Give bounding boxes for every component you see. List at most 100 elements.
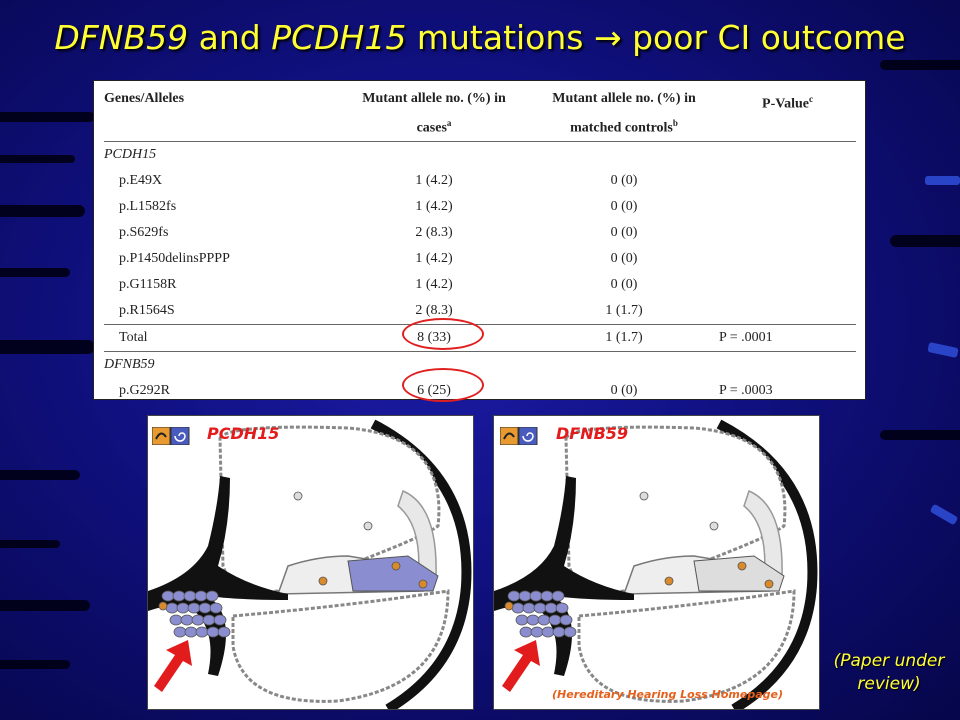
ganglion-cell: [198, 602, 212, 614]
pvalue-cell: [719, 298, 856, 325]
ganglion-cell: [515, 614, 529, 626]
structure-marker: [664, 576, 674, 586]
table-row: p.L1582fs 1 (4.2) 0 (0): [104, 194, 856, 220]
title-gene-dfnb59: DFNB59: [54, 18, 189, 57]
table-row: p.P1450delinsPPPP 1 (4.2) 0 (0): [104, 246, 856, 272]
structure-marker: [293, 491, 303, 501]
title-mutations: mutations: [406, 18, 594, 57]
cases-cell: 2 (8.3): [415, 224, 453, 240]
controls-cell: 0 (0): [610, 224, 638, 240]
ganglion-cell: [206, 626, 220, 638]
title-and: and: [188, 18, 272, 57]
controls-cell: 1 (1.7): [605, 302, 643, 318]
allele-cell: p.R1564S: [119, 302, 175, 318]
header-pvalue: P-Valuec: [762, 94, 813, 112]
allele-cell: p.L1582fs: [119, 198, 177, 214]
structure-marker: [709, 521, 719, 531]
cochlea-diagram-dfnb59: [493, 415, 820, 710]
ganglion-cell: [194, 590, 208, 602]
ganglion-cell: [209, 602, 223, 614]
structure-marker: [764, 579, 774, 589]
structure-marker: [391, 561, 401, 571]
hhl-logo-icon: [152, 427, 190, 445]
section-label: PCDH15: [104, 146, 157, 162]
cases-cell: 1 (4.2): [415, 276, 453, 292]
review-note: (Paper under review): [833, 651, 945, 694]
structure-marker: [639, 491, 649, 501]
affected-hair-cells: [347, 555, 439, 592]
ganglion-cell: [169, 614, 183, 626]
ganglion-cell: [191, 614, 205, 626]
allele-cell: p.S629fs: [119, 224, 169, 240]
pvalue-cell: [719, 194, 856, 220]
ganglion-cell: [213, 614, 227, 626]
table-section-row: DFNB59: [104, 351, 856, 378]
ganglion-cell: [548, 614, 562, 626]
ganglion-cell: [187, 602, 201, 614]
pvalue-cell: [719, 220, 856, 246]
allele-cell: p.G292R: [119, 382, 170, 398]
header-controls: Mutant allele no. (%) in matched controls…: [552, 91, 696, 136]
hair-cells: [693, 555, 785, 592]
ganglion-cell: [176, 602, 190, 614]
controls-cell: 0 (0): [610, 276, 638, 292]
controls-cell: 0 (0): [610, 250, 638, 266]
allele-cell: p.G1158R: [119, 276, 177, 292]
pvalue-cell: [719, 246, 856, 272]
table-row: p.S629fs 2 (8.3) 0 (0): [104, 220, 856, 246]
ganglion-cell: [202, 614, 216, 626]
hhl-logo-icon: [500, 427, 538, 445]
ganglion-cell: [173, 626, 187, 638]
pvalue-cell: [719, 168, 856, 194]
structure-marker: [318, 576, 328, 586]
cochlear-nerve: [494, 476, 634, 676]
table-row: p.G1158R 1 (4.2) 0 (0): [104, 272, 856, 298]
structure-marker: [158, 601, 168, 611]
ganglion-cell: [530, 626, 544, 638]
ganglion-cell: [537, 614, 551, 626]
mutation-table: Genes/Alleles Mutant allele no. (%) in ca…: [104, 87, 856, 404]
pvalue-cell: P = .0001: [719, 329, 773, 345]
ganglion-cell: [205, 590, 219, 602]
ganglion-cell: [541, 626, 555, 638]
ganglion-cell: [551, 590, 565, 602]
panel-label-pcdh15: PCDH15: [207, 424, 280, 443]
image-credit: (Hereditary Hearing Loss Homepage): [552, 688, 783, 701]
title-arrow-icon: →: [593, 18, 622, 57]
highlight-ring-total: [402, 318, 484, 350]
highlight-ring-g292r: [402, 368, 484, 402]
panel-label-dfnb59: DFNB59: [556, 424, 629, 443]
mutation-table-image: Genes/Alleles Mutant allele no. (%) in ca…: [93, 80, 866, 400]
allele-cell: Total: [119, 329, 148, 345]
table-header-row: Genes/Alleles Mutant allele no. (%) in ca…: [104, 87, 856, 141]
ganglion-cell: [519, 626, 533, 638]
red-arrow-icon: [154, 640, 192, 692]
ganglion-cell: [559, 614, 573, 626]
ganglion-cell: [555, 602, 569, 614]
structure-marker: [363, 521, 373, 531]
controls-cell: 0 (0): [610, 172, 638, 188]
ganglion-cell: [529, 590, 543, 602]
header-cases: Mutant allele no. (%) in casesa: [362, 91, 506, 136]
structure-marker: [504, 601, 514, 611]
controls-cell: 0 (0): [610, 198, 638, 214]
pvalue-cell: [719, 272, 856, 298]
structure-marker: [418, 579, 428, 589]
ganglion-cell: [217, 626, 231, 638]
controls-cell: 1 (1.7): [605, 329, 643, 345]
red-arrow-icon: [502, 640, 540, 692]
ganglion-cell: [507, 590, 521, 602]
ganglion-cell: [518, 590, 532, 602]
cases-cell: 1 (4.2): [415, 198, 453, 214]
cochlea-cross-section: [494, 419, 818, 709]
scala-tympani: [231, 589, 450, 703]
ganglion-cell: [172, 590, 186, 602]
ganglion-cell: [544, 602, 558, 614]
ganglion-cell: [180, 614, 194, 626]
cases-cell: 1 (4.2): [415, 172, 453, 188]
allele-cell: p.P1450delinsPPPP: [119, 250, 230, 266]
ganglion-cell: [526, 614, 540, 626]
slide-title: DFNB59 and PCDH15 mutations → poor CI ou…: [0, 18, 960, 57]
ganglion-cell: [540, 590, 554, 602]
ganglion-cell: [183, 590, 197, 602]
